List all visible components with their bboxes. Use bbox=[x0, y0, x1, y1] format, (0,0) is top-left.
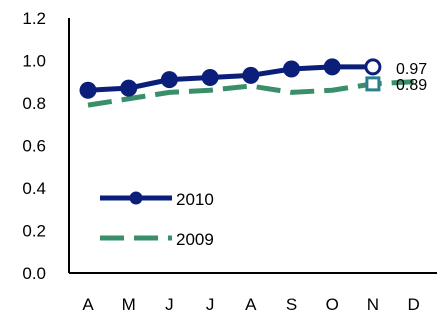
series-layer: 0.890.97 bbox=[79, 58, 427, 108]
y-tick-label: 0.8 bbox=[22, 94, 46, 113]
y-tick-label: 0.4 bbox=[22, 179, 46, 198]
x-tick-label: O bbox=[326, 295, 339, 314]
x-tick-label: A bbox=[245, 295, 257, 314]
series-2009-end-label: 0.89 bbox=[396, 77, 427, 94]
series-2010-end-label: 0.97 bbox=[396, 61, 427, 78]
y-tick-label: 1.0 bbox=[22, 52, 46, 71]
series-2009-marker-highlight bbox=[365, 76, 381, 92]
x-tick-label: J bbox=[165, 295, 174, 314]
x-tick-label: S bbox=[286, 295, 297, 314]
legend-2009-label: 2009 bbox=[176, 230, 214, 249]
legend: 2010 2009 bbox=[100, 190, 214, 249]
series-2010-marker bbox=[79, 81, 97, 99]
series-2010-marker bbox=[160, 71, 178, 89]
series-2010-marker bbox=[201, 69, 219, 86]
x-tick-label: A bbox=[82, 295, 94, 314]
x-tick-label: J bbox=[206, 295, 215, 314]
series-2010-marker bbox=[120, 79, 138, 97]
y-tick-label: 0.0 bbox=[22, 264, 46, 283]
series-2010-marker bbox=[242, 66, 260, 84]
y-axis-ticks: 0.0 0.2 0.4 0.6 0.8 1.0 1.2 bbox=[22, 9, 46, 283]
series-2010-marker bbox=[323, 58, 341, 76]
legend-2010-swatch-marker bbox=[129, 191, 143, 205]
series-2010-marker-highlight bbox=[364, 58, 382, 76]
x-tick-label: N bbox=[367, 295, 379, 314]
x-tick-label: M bbox=[122, 295, 136, 314]
y-tick-label: 0.6 bbox=[22, 137, 46, 156]
y-tick-label: 1.2 bbox=[22, 9, 46, 28]
legend-2010-label: 2010 bbox=[176, 190, 214, 209]
axes bbox=[68, 18, 437, 274]
x-tick-label: D bbox=[407, 295, 419, 314]
series-2010-marker bbox=[283, 60, 300, 78]
y-tick-label: 0.2 bbox=[22, 222, 46, 241]
series-2009-line bbox=[87, 79, 414, 108]
